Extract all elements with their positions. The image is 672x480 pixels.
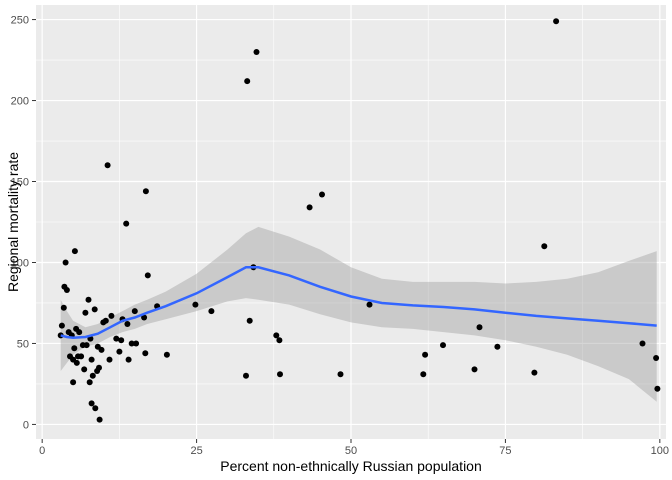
data-point	[276, 337, 283, 344]
data-point	[541, 243, 548, 250]
data-point	[106, 356, 113, 363]
y-axis-title: Regional mortality rate	[5, 152, 21, 292]
data-point	[60, 304, 67, 311]
x-tick-label: 0	[39, 445, 45, 457]
data-point	[86, 379, 93, 386]
data-point	[116, 348, 123, 355]
data-point	[98, 346, 105, 353]
x-tick-label: 50	[345, 445, 357, 457]
y-tick-label: 200	[11, 96, 29, 108]
x-axis-title: Percent non-ethnically Russian populatio…	[220, 458, 482, 474]
data-point	[337, 371, 344, 378]
y-tick-label: 0	[23, 419, 29, 431]
data-point	[96, 364, 102, 371]
data-point	[70, 379, 77, 386]
data-point	[306, 204, 313, 211]
data-point	[123, 220, 130, 227]
data-point	[144, 272, 151, 279]
data-point	[141, 314, 148, 321]
data-point	[71, 345, 78, 352]
data-point	[131, 308, 138, 315]
x-tick-label: 100	[651, 445, 669, 457]
y-tick-label: 100	[11, 257, 29, 269]
y-tick-label: 50	[17, 338, 29, 350]
data-point	[96, 416, 103, 423]
data-point	[422, 351, 429, 358]
data-point	[420, 371, 427, 378]
smooth-trend-line	[60, 266, 657, 340]
data-point	[531, 369, 538, 376]
data-point	[83, 342, 90, 349]
data-point	[91, 306, 98, 313]
data-point	[208, 308, 215, 315]
x-axis-ticks: 0 25 50 75 100	[39, 439, 669, 457]
data-point	[277, 371, 283, 378]
data-point	[81, 366, 88, 373]
data-point	[76, 329, 83, 336]
data-point	[192, 301, 199, 308]
data-point	[653, 355, 660, 361]
data-point	[118, 337, 125, 344]
data-point	[108, 312, 115, 319]
data-point	[253, 49, 260, 55]
data-point	[85, 296, 92, 303]
data-point	[494, 343, 501, 350]
data-point	[92, 405, 99, 412]
confidence-ribbon	[60, 226, 657, 402]
y-axis-ticks: 0 50 100 150 200 250	[11, 15, 36, 431]
data-point	[128, 340, 135, 347]
data-point	[243, 372, 249, 379]
data-point	[366, 301, 373, 308]
data-point	[476, 324, 483, 331]
data-point	[104, 162, 111, 169]
major-gridlines	[36, 5, 666, 439]
x-tick-label: 25	[190, 445, 202, 457]
data-point	[142, 350, 149, 357]
data-point	[71, 248, 78, 255]
data-point	[319, 191, 325, 198]
data-point	[88, 356, 95, 363]
data-point	[102, 317, 109, 324]
y-tick-label: 250	[11, 15, 29, 27]
data-point	[163, 351, 170, 358]
data-point	[88, 400, 95, 407]
data-point	[113, 335, 120, 342]
data-point	[553, 18, 560, 25]
data-points	[57, 18, 661, 423]
data-point	[273, 332, 280, 339]
data-point	[125, 356, 132, 363]
data-point	[244, 78, 251, 85]
x-tick-label: 75	[499, 445, 511, 457]
data-point	[82, 309, 89, 316]
data-point	[133, 340, 140, 347]
y-tick-label: 150	[11, 177, 29, 189]
data-point	[639, 340, 646, 347]
data-point	[471, 366, 478, 373]
data-point	[124, 321, 131, 327]
data-point	[440, 342, 446, 349]
data-point	[63, 287, 70, 293]
data-point	[58, 322, 65, 329]
data-point	[89, 372, 96, 379]
data-point	[246, 317, 253, 324]
data-point	[73, 359, 80, 366]
data-point	[62, 259, 69, 266]
data-point	[142, 188, 149, 195]
data-point	[654, 385, 661, 392]
data-point	[78, 353, 85, 360]
